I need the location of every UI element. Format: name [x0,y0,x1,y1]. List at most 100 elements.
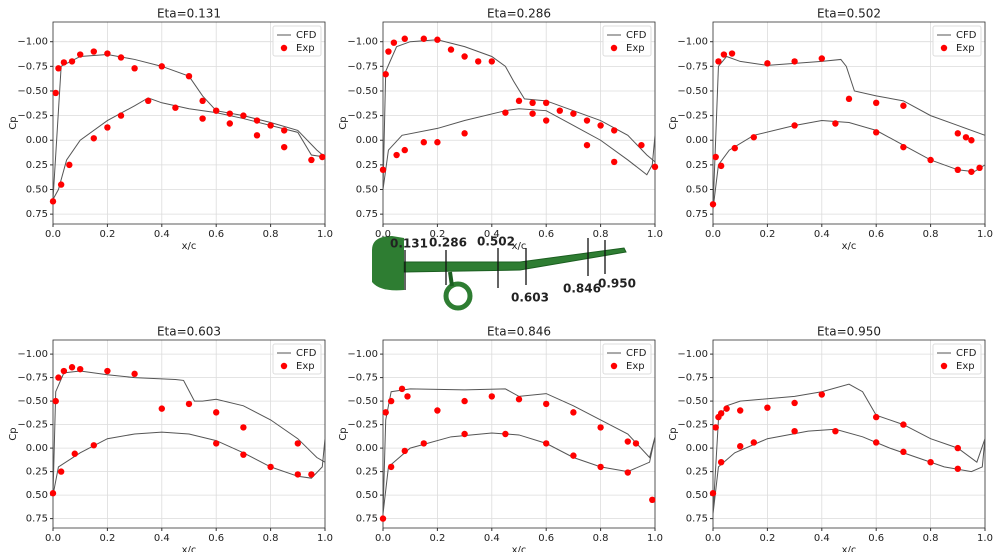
y-tick-label: −0.75 [677,61,708,72]
x-tick-label: 0.6 [208,229,224,240]
x-axis-label: x/c [512,545,527,552]
exp-point [117,112,125,119]
exp-point [158,405,165,412]
exp-point [543,117,550,124]
legend-label: Exp [296,43,315,54]
exp-point [461,397,468,405]
y-tick-label: 0.25 [356,160,378,171]
exp-point [927,156,934,164]
legend-label: Exp [626,361,645,372]
y-tick-label: −0.75 [17,373,48,384]
y-tick-label: 0.00 [26,443,48,454]
exp-point [715,58,722,65]
exp-point [818,55,825,62]
exp-point [728,50,736,57]
exp-point [791,427,798,435]
exp-point [434,36,441,43]
y-tick-label: 0.50 [356,185,378,196]
exp-point [900,421,907,428]
exp-point [461,130,468,137]
exp-point [77,365,84,373]
x-tick-label: 0.6 [538,533,554,544]
wing-label: 0.502 [477,235,515,249]
x-tick-label: 0.2 [759,533,775,544]
exp-point [57,468,65,475]
pylon [448,271,454,287]
wing-label: 0.286 [429,236,467,250]
wing-label: 0.846 [563,282,601,296]
exp-point [294,471,301,478]
y-tick-label: −0.75 [347,373,378,384]
exp-point [226,120,233,127]
exp-point [393,151,400,159]
y-tick-label: 0.75 [686,514,708,525]
wing-label: 0.603 [511,291,549,305]
exp-point [968,137,975,144]
y-tick-label: 0.00 [686,443,708,454]
legend-label: Exp [296,361,315,372]
exp-point [717,410,725,417]
exp-point [382,71,389,78]
y-tick-label: −0.50 [677,396,708,407]
x-tick-label: 0.4 [154,229,170,240]
exp-point [390,39,398,46]
exp-point [954,130,961,137]
y-axis-label: Cp [668,427,679,440]
exp-point [750,439,757,446]
exp-point [131,370,138,378]
plot-frame [712,339,986,529]
section-lines [404,238,606,290]
nacelle [443,281,473,311]
exp-point [900,448,907,456]
y-tick-label: 0.50 [686,185,708,196]
y-tick-label: −0.50 [17,396,48,407]
exp-point [954,465,961,472]
y-tick-label: 0.75 [356,209,378,220]
x-tick-label: 0.8 [923,229,939,240]
x-tick-label: 0.8 [923,533,939,544]
exp-point [873,129,880,136]
legend-label: CFD [956,348,977,359]
x-tick-label: 0.2 [99,533,115,544]
x-tick-label: 0.4 [154,533,170,544]
x-tick-label: 0.6 [868,533,884,544]
x-axis-label: x/c [512,241,527,252]
legend-label: Exp [626,43,645,54]
y-tick-label: 0.25 [26,467,48,478]
legend-dot [280,362,288,370]
exp-point [712,153,719,161]
exp-point [962,134,970,141]
x-tick-label: 1.0 [317,229,333,240]
x-tick-label: 0.4 [484,229,500,240]
y-axis-label: Cp [8,427,19,440]
exp-point [77,51,84,58]
exp-point [294,440,301,447]
wing-shape [403,247,627,273]
y-tick-label: −1.00 [347,37,378,48]
exp-point [434,139,441,146]
exp-point [570,409,577,416]
legend-label: CFD [956,30,977,41]
exp-point [764,404,771,411]
x-tick-label: 1.0 [647,229,663,240]
exp-point [60,367,68,375]
x-tick-label: 0.8 [263,533,279,544]
y-tick-label: 0.00 [26,135,48,146]
chart-title: Eta=0.286 [487,7,551,21]
x-tick-label: 1.0 [317,533,333,544]
y-tick-label: 0.25 [26,160,48,171]
exp-point [717,162,725,170]
exp-point [543,440,550,447]
legend-label: Exp [956,361,975,372]
y-tick-label: 0.50 [26,490,48,501]
exp-point [240,451,247,458]
y-tick-label: 0.50 [26,185,48,196]
plot-frame [382,339,656,529]
x-tick-label: 0.0 [705,229,721,240]
exp-point [308,156,315,164]
exp-point [737,443,744,450]
y-tick-label: −0.75 [677,373,708,384]
exp-point [434,407,441,414]
x-axis-label: x/c [182,545,197,552]
